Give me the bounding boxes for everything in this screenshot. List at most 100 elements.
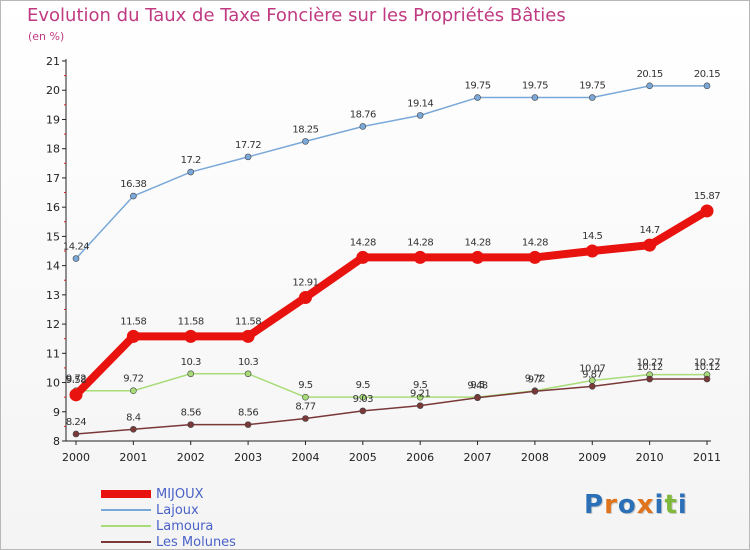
data-label-lamoura: 10.07 [579,363,605,374]
y-tick-label: 8 [53,435,60,448]
data-label-lajoux: 19.14 [407,98,433,109]
series-line-les-molunes [75,378,708,435]
data-label-les-molunes: 10.12 [637,362,663,373]
data-label-lamoura: 9.5 [356,380,371,391]
data-point-lajoux [531,94,539,101]
data-label-lajoux: 17.2 [181,155,201,166]
data-point-lamoura [416,393,424,401]
data-label-les-molunes: 9.7 [528,374,543,385]
data-label-mijoux: 14.28 [407,237,433,248]
x-tick-label: 2009 [578,451,606,464]
chart-title: Evolution du Taux de Taxe Foncière sur l… [27,5,566,26]
proxiti-logo: Proxiti [584,490,688,520]
data-label-lamoura: 10.27 [694,358,720,369]
data-point-les-molunes [72,430,80,438]
data-label-lajoux: 19.75 [579,81,605,92]
logo-letter: r [604,490,618,520]
data-label-lamoura: 10.3 [238,357,258,368]
data-point-mijoux [585,244,599,258]
data-label-les-molunes: 9.48 [467,381,487,392]
data-point-les-molunes [531,388,539,395]
data-point-les-molunes [474,394,481,402]
data-label-mijoux: 11.58 [178,316,204,327]
data-point-les-molunes [416,402,424,409]
data-label-les-molunes: 8.24 [66,417,86,428]
data-label-lajoux: 18.76 [350,109,376,120]
data-label-lajoux: 20.15 [694,69,720,80]
data-point-lamoura [130,387,137,395]
data-label-les-molunes: 8.56 [238,408,258,419]
data-label-les-molunes: 9.21 [410,389,430,400]
legend-label: MIJOUX [156,486,204,502]
data-label-mijoux: 15.87 [694,191,720,202]
legend: MIJOUX Lajoux Lamoura Les Molunes [101,486,236,550]
data-point-lajoux [474,94,481,101]
data-point-lamoura [359,393,367,401]
logo-letter: P [584,490,605,520]
data-point-lajoux [703,82,711,90]
data-label-lamoura: 9.5 [298,380,313,391]
data-point-lamoura [302,393,309,401]
data-point-les-molunes [359,407,367,415]
legend-label: Les Molunes [156,534,236,550]
data-label-les-molunes: 8.4 [126,412,141,423]
x-tick-label: 2006 [406,451,434,464]
data-label-mijoux: 11.58 [120,316,146,327]
data-point-mijoux [528,250,542,264]
data-point-lajoux [72,255,80,262]
data-point-mijoux [184,329,198,343]
data-label-lajoux: 17.72 [235,140,261,151]
y-tick-label: 15 [46,230,60,243]
data-label-mijoux: 14.28 [464,237,490,248]
data-point-lamoura [187,370,195,378]
data-label-mijoux: 14.5 [582,231,602,242]
x-tick-label: 2000 [62,451,90,464]
data-point-mijoux [471,250,485,264]
x-tick-label: 2011 [693,451,721,464]
logo-letter: o [617,490,637,520]
data-point-lajoux [130,192,137,200]
data-point-lajoux [588,94,596,101]
x-tick-label: 2008 [521,451,549,464]
data-point-mijoux [69,388,83,402]
legend-item-lamoura: Lamoura [101,518,236,534]
data-point-lajoux [187,168,195,176]
data-point-lajoux [302,138,309,145]
legend-item-mijoux: MIJOUX [101,486,236,502]
x-tick-label: 2010 [636,451,664,464]
logo-letter: i [677,490,688,520]
series-line-mijoux [72,206,711,399]
legend-swatch [101,525,151,527]
legend-label: Lamoura [156,518,214,534]
data-point-lajoux [416,112,424,119]
y-tick-label: 12 [46,318,60,331]
y-tick-label: 16 [46,201,60,214]
data-label-les-molunes: 8.77 [295,401,315,412]
data-point-mijoux [241,329,255,343]
y-tick-label: 10 [46,377,60,390]
x-tick-label: 2003 [234,451,262,464]
data-label-lajoux: 20.15 [637,69,663,80]
data-point-les-molunes [187,421,195,428]
y-tick-label: 13 [46,289,60,302]
data-label-lajoux: 18.25 [292,124,318,135]
data-label-lajoux: 14.24 [63,242,89,253]
x-tick-label: 2005 [349,451,377,464]
data-point-les-molunes [244,421,252,428]
legend-item-les-molunes: Les Molunes [101,534,236,550]
data-point-mijoux [298,290,312,304]
legend-swatch [101,509,151,511]
data-point-lajoux [244,153,252,161]
legend-label: Lajoux [156,502,199,518]
data-point-les-molunes [646,375,653,383]
chart-unit-label: (en %) [28,30,65,43]
data-point-lajoux [359,123,367,130]
y-tick-label: 11 [46,347,60,360]
data-label-lajoux: 16.38 [120,179,146,190]
y-tick-label: 9 [53,406,60,419]
y-tick-label: 17 [46,172,60,185]
series-line-lajoux [75,85,708,260]
data-label-mijoux: 11.58 [235,316,261,327]
data-point-les-molunes [130,426,137,433]
data-label-mijoux: 14.7 [640,225,660,236]
